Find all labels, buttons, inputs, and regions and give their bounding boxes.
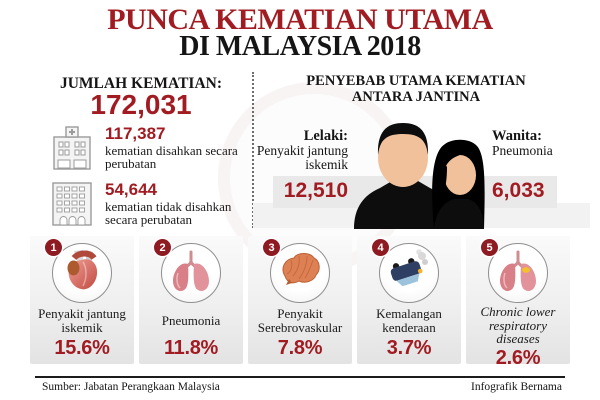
rank-badge-2: 2 <box>154 239 171 256</box>
gender-heading-line-1: PENYEBAB UTAMA KEMATIAN <box>306 73 526 89</box>
rank-badge-4: 4 <box>372 239 389 256</box>
uncertified-deaths-value: 54,644 <box>105 180 157 199</box>
lungs-icon <box>168 248 214 299</box>
male-cause-block: Lelaki: Penyakit jantung iskemik <box>246 128 348 173</box>
male-deaths-value: 12,510 <box>283 179 348 202</box>
uncertified-deaths: 54,644 kematian tidak disahkan secara pe… <box>105 181 255 227</box>
certified-deaths: 117,387 kematian disahkan secara perubat… <box>105 125 255 171</box>
cause-card-2: 2 Pneumonia 11.8% <box>139 236 243 364</box>
cause-5-percent: 2.6% <box>495 346 541 369</box>
building-icon <box>46 179 98 232</box>
female-cause-block: Wanita: Pneumonia <box>492 128 596 159</box>
hospital-icon <box>46 123 98 176</box>
footer-divider <box>35 376 565 378</box>
cause-3-label: Penyakit Serebrovaskular <box>257 305 343 335</box>
cause-3-illustration-circle: 3 <box>263 239 330 303</box>
cause-5-label: Chronic lower respiratory diseases <box>480 304 556 347</box>
male-female-silhouette <box>348 119 485 234</box>
cause-card-1: 1 Penyakit jantung iskemik 15.6% <box>30 236 134 364</box>
car-accident-icon <box>386 248 432 299</box>
rank-badge-3: 3 <box>263 239 280 256</box>
certified-deaths-label: kematian disahkan secara perubatan <box>105 143 238 172</box>
lungs-icon <box>495 248 541 299</box>
title-line-2: DI MALAYSIA 2018 <box>179 31 421 62</box>
rank-badge-1: 1 <box>45 239 62 256</box>
cause-2-percent: 11.8% <box>163 337 219 359</box>
title-line-1: PUNCA KEMATIAN UTAMA <box>107 3 493 36</box>
gender-heading-line-2: ANTARA JANTINA <box>351 88 481 105</box>
uncertified-deaths-label: kematian tidak disahkan secara perubatan <box>105 199 232 228</box>
cause-2-label: Pneumonia <box>161 312 221 328</box>
footer-source: Sumber: Jabatan Perangkaan Malaysia <box>42 381 220 393</box>
gender-section-heading: PENYEBAB UTAMA KEMATIAN ANTARA JANTINA <box>256 73 576 106</box>
cause-card-5: 5 Chronic lower respiratory diseases 2.6… <box>466 236 570 369</box>
male-cause: Penyakit jantung iskemik <box>256 143 348 173</box>
cause-4-label: Kemalangan kenderaan <box>376 305 442 335</box>
heart-icon <box>59 248 105 299</box>
cause-1-label: Penyakit jantung iskemik <box>38 305 126 335</box>
female-cause: Pneumonia <box>492 143 553 159</box>
female-label: Wanita: <box>492 128 542 144</box>
rank-badge-5: 5 <box>481 239 498 256</box>
cause-card-3: 3 Penyakit Serebrovaskular 7.8% <box>248 236 352 364</box>
footer-credit: Infografik Bernama <box>470 381 562 393</box>
cause-1-percent: 15.6% <box>54 337 110 359</box>
total-deaths-value: 172,031 <box>90 89 192 120</box>
total-deaths-heading: JUMLAH KEMATIAN: <box>59 75 223 92</box>
cause-2-illustration-circle: 2 <box>154 239 221 303</box>
female-deaths-value: 6,033 <box>492 179 545 202</box>
cause-card-4: 4 Kemalangan kenderaan 3.7% <box>357 236 461 364</box>
brain-icon <box>277 248 323 299</box>
cause-4-illustration-circle: 4 <box>372 239 439 303</box>
page-title: PUNCA KEMATIAN UTAMA DI MALAYSIA 2018 <box>0 5 600 61</box>
cause-4-percent: 3.7% <box>386 337 432 359</box>
cause-5-illustration-circle: 5 <box>481 239 548 303</box>
cause-3-percent: 7.8% <box>277 337 323 359</box>
male-label: Lelaki: <box>303 128 348 144</box>
cause-1-illustration-circle: 1 <box>45 239 112 303</box>
certified-deaths-value: 117,387 <box>105 124 166 143</box>
